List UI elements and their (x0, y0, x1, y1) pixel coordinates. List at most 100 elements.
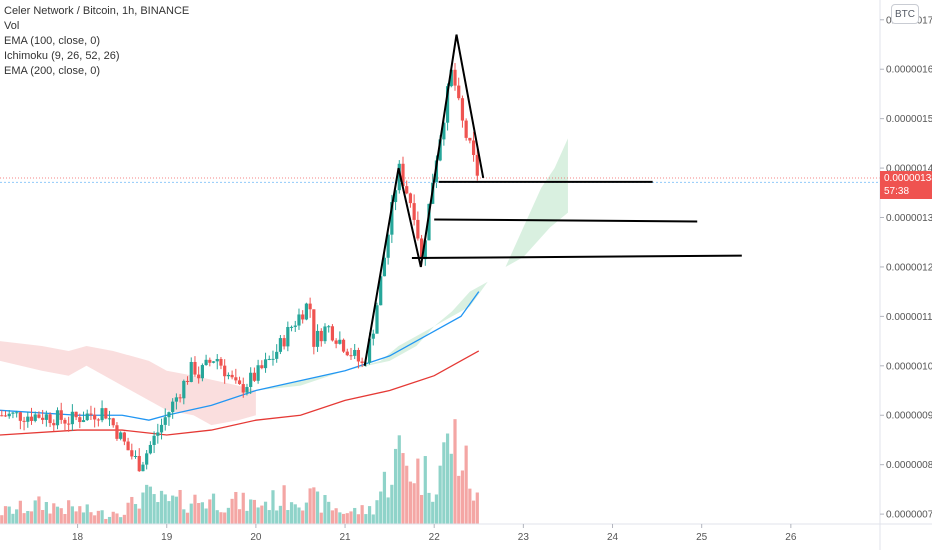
volume-bar (367, 506, 372, 524)
volume-bar (338, 512, 342, 524)
candle-body (48, 414, 52, 424)
candle-body (89, 413, 93, 415)
candle-body (193, 361, 197, 375)
volume-bar (468, 488, 472, 524)
candle-body (15, 412, 19, 414)
candle-body (453, 69, 457, 86)
volume-bar (405, 465, 409, 524)
volume-bar (219, 512, 223, 524)
candle-body (78, 417, 82, 423)
candle-body (230, 374, 234, 378)
candle-body (345, 351, 349, 356)
volume-bar (152, 494, 156, 524)
candle-body (427, 203, 431, 241)
candle-body (423, 240, 427, 260)
ema-lines (0, 291, 480, 436)
currency-button[interactable]: BTC (891, 4, 919, 24)
candle-body (315, 330, 320, 347)
user-drawings[interactable] (363, 34, 742, 366)
volume-bar (89, 512, 93, 524)
volume-bar (3, 506, 8, 524)
volume-bar (81, 512, 86, 524)
candle-body (471, 140, 476, 155)
volume-bar (364, 514, 368, 524)
candle-body (141, 464, 145, 472)
volume-bar (167, 501, 171, 524)
candle-body (301, 314, 305, 320)
candle-body (304, 303, 309, 320)
volume-bar (252, 499, 257, 524)
candle-body (189, 361, 193, 382)
volume-bar (126, 502, 130, 524)
candle-body (442, 122, 446, 140)
volume-bar (107, 516, 112, 524)
candle-body (382, 257, 387, 277)
candle-body (37, 414, 41, 418)
candle-body (438, 139, 442, 161)
candle-body (130, 450, 134, 457)
volume-bar (74, 511, 78, 524)
volume-bar (375, 500, 379, 524)
volume-bar (85, 504, 89, 524)
volume-bar (193, 494, 197, 524)
volume-bar (163, 494, 167, 524)
volume-bar (223, 512, 227, 524)
candle-body (18, 412, 22, 421)
volume-bar (397, 435, 401, 524)
volume-bar (390, 484, 394, 524)
candle-body (145, 453, 149, 465)
volume-bar (226, 507, 230, 524)
time-axis[interactable]: 18 19 20 21 22 23 24 25 26 (0, 523, 932, 543)
candle-body (148, 444, 152, 454)
candle-body (371, 333, 375, 339)
volume-bar (282, 485, 286, 524)
volume-bar (215, 510, 219, 524)
candle-body (167, 412, 171, 418)
volume-bar (37, 496, 41, 524)
candle-body (360, 361, 364, 363)
volume-bar (15, 509, 19, 524)
candle-body (349, 355, 353, 357)
volume-bar (453, 419, 457, 524)
candle-body (390, 202, 394, 235)
volume-bar (419, 494, 424, 524)
candle-body (341, 339, 346, 352)
candle-body (267, 358, 271, 360)
candle-body (96, 419, 100, 421)
candle-body (386, 234, 390, 258)
candle-body (122, 432, 126, 442)
time-tick-label: 19 (161, 532, 173, 543)
volume-bar (234, 491, 238, 524)
candle-body (256, 365, 260, 381)
volume-bar (401, 453, 405, 524)
volume-bar (204, 508, 208, 524)
volume-bar (293, 504, 297, 524)
time-tick-label: 22 (429, 532, 441, 543)
candle-body (93, 414, 97, 420)
candle-body (115, 425, 119, 439)
candle-body (174, 397, 178, 402)
volume-bar (59, 508, 63, 524)
volume-bar (386, 497, 390, 524)
volume-bar (230, 498, 234, 524)
volume-bar (349, 511, 353, 524)
volume-bar (29, 511, 34, 524)
candle-body (234, 377, 238, 381)
ema200-line (0, 350, 480, 436)
volume-bar (55, 506, 60, 524)
volume-bar (63, 513, 67, 524)
candle-body (55, 410, 60, 426)
candle-body (59, 410, 63, 420)
volume-bar (22, 513, 26, 524)
candle-body (249, 372, 253, 387)
volume-bar (189, 503, 193, 524)
volume-bar (48, 513, 52, 524)
candle-body (0, 415, 4, 417)
